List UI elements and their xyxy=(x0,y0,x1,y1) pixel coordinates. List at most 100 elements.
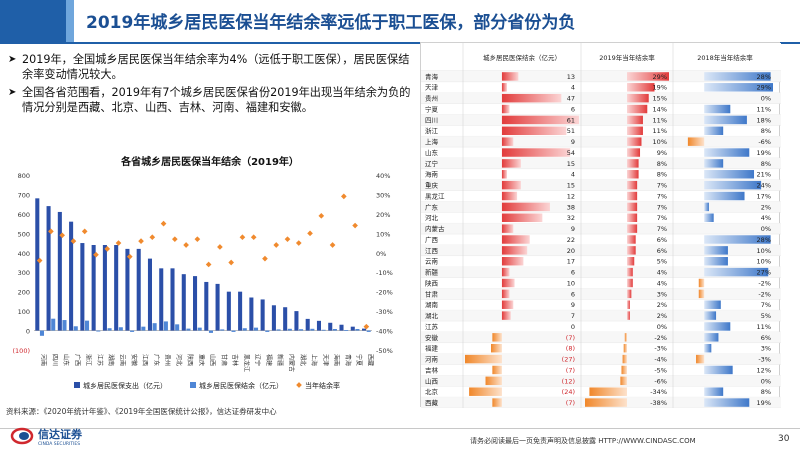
surplus-cell-bar xyxy=(501,202,550,212)
surplus-bar xyxy=(231,330,236,332)
rate2019-cell-bar xyxy=(627,311,630,320)
table-province: 广西 xyxy=(425,235,439,244)
rate-marker xyxy=(194,236,201,242)
rate2018-cell-bar xyxy=(704,180,762,190)
table-province: 湖南 xyxy=(425,300,439,309)
table-row-bg xyxy=(421,71,781,82)
rate2018-value: 6% xyxy=(761,334,771,342)
rate2018-value: 7% xyxy=(761,301,771,309)
rate2018-value: -6% xyxy=(758,138,771,146)
rate2018-cell-bar xyxy=(704,300,721,309)
surplus-bar xyxy=(265,330,270,332)
expense-bar xyxy=(91,245,96,331)
rate2018-value: 0% xyxy=(761,225,771,233)
table-province: 浙江 xyxy=(425,126,439,135)
surplus-cell-bar xyxy=(501,224,514,233)
y-left-tick-label: 200 xyxy=(18,289,30,297)
table-province: 安徽 xyxy=(425,333,439,342)
expense-bar xyxy=(57,211,62,331)
rate2019-value: -34% xyxy=(650,388,667,396)
bullet-item-1: ➤ 2019年，全国城乡居民医保当年结余率为4%（远低于职工医保），居民医保结余… xyxy=(8,52,418,82)
rate-marker xyxy=(318,213,325,219)
table-province: 山东 xyxy=(425,148,439,157)
category-label: 广西 xyxy=(73,354,81,366)
rate2019-cell-bar xyxy=(627,83,655,92)
y-left-tick-label: 400 xyxy=(18,250,30,258)
expense-bar xyxy=(159,268,164,331)
category-label: 上海 xyxy=(310,354,318,366)
title-bar: 2019年城乡居民医保当年结余率远低于职工医保，部分省份为负 xyxy=(0,0,800,44)
rate-marker xyxy=(70,238,77,244)
rate-marker xyxy=(341,193,347,200)
table-row-bg xyxy=(421,353,781,365)
table-province: 云南 xyxy=(425,257,439,266)
expense-bar xyxy=(204,281,209,331)
rate2019-value: 7% xyxy=(657,203,667,211)
legend-swatch xyxy=(74,382,80,388)
rate2018-value: 8% xyxy=(761,160,771,168)
rate2019-value: 7% xyxy=(657,192,667,200)
rate-marker xyxy=(172,236,178,242)
y-left-tick-label: 500 xyxy=(18,230,30,238)
rate2019-cell-bar xyxy=(620,376,627,386)
y-right-tick-label: -10% xyxy=(376,269,393,277)
expense-bar xyxy=(226,291,231,331)
rate2019-value: 29% xyxy=(653,73,667,81)
surplus-value: 38 xyxy=(567,203,575,211)
rate2019-value: 11% xyxy=(653,116,667,124)
rate-marker xyxy=(295,240,302,246)
table-row-bg xyxy=(421,114,781,126)
bullet-list: ➤ 2019年，全国城乡居民医保当年结余率为4%（远低于职工医保），居民医保结余… xyxy=(8,52,418,118)
surplus-bar xyxy=(310,328,315,331)
bullet-arrow-icon: ➤ xyxy=(8,54,17,65)
surplus-value: 6 xyxy=(571,290,575,298)
table-province: 山西 xyxy=(425,376,439,385)
rate2018-cell-bar xyxy=(704,148,750,157)
rate2019-cell-bar xyxy=(627,246,636,255)
surplus-cell-bar xyxy=(501,126,567,136)
surplus-cell-bar xyxy=(501,246,528,255)
y-left-tick-label: 100 xyxy=(18,308,30,316)
y-right-tick-label: 10% xyxy=(376,230,390,238)
category-label: 湖北 xyxy=(299,354,307,366)
expense-bar xyxy=(181,274,186,331)
surplus-value: 9 xyxy=(571,138,575,146)
rate2019-cell-bar xyxy=(585,398,627,407)
surplus-cell-bar xyxy=(501,180,521,190)
rate2018-value: 11% xyxy=(757,105,771,113)
category-label: 西藏 xyxy=(366,354,374,366)
surplus-bar xyxy=(85,320,90,331)
rate2019-cell-bar xyxy=(627,191,638,201)
rate2018-value: 8% xyxy=(761,388,771,396)
expense-bar xyxy=(350,326,355,331)
surplus-value: 9 xyxy=(571,225,575,233)
surplus-bar xyxy=(163,321,168,331)
expense-bar xyxy=(147,258,152,331)
page-number: 30 xyxy=(778,434,790,444)
rate2018-value: 5% xyxy=(761,312,771,320)
rate2018-value: -2% xyxy=(758,279,771,287)
rate2018-cell-bar xyxy=(704,311,717,320)
rate2018-value: 11% xyxy=(757,323,771,331)
rate2019-value: 0% xyxy=(657,323,667,331)
surplus-value: 61 xyxy=(567,116,575,124)
rate2019-cell-bar xyxy=(627,267,633,277)
expense-bar xyxy=(238,291,243,331)
surplus-bar xyxy=(118,327,123,331)
category-label: 天津 xyxy=(321,354,328,366)
surplus-bar xyxy=(73,326,78,331)
rate2019-value: 7% xyxy=(657,225,667,233)
category-label: 山西 xyxy=(209,354,217,366)
category-label: 甘肃 xyxy=(220,354,228,366)
surplus-value: (27) xyxy=(562,356,575,364)
rate2019-value: -38% xyxy=(650,399,667,407)
rate2018-value: 19% xyxy=(757,149,771,157)
expense-bar xyxy=(305,318,310,331)
surplus-cell-bar xyxy=(501,159,521,168)
rate2018-cell-bar xyxy=(704,267,769,277)
rate2019-cell-bar xyxy=(627,126,643,136)
surplus-value: 15 xyxy=(567,182,575,190)
rate2019-value: 19% xyxy=(653,84,667,92)
rate2019-cell-bar xyxy=(627,159,639,168)
y-left-tick-label: 800 xyxy=(18,172,30,180)
